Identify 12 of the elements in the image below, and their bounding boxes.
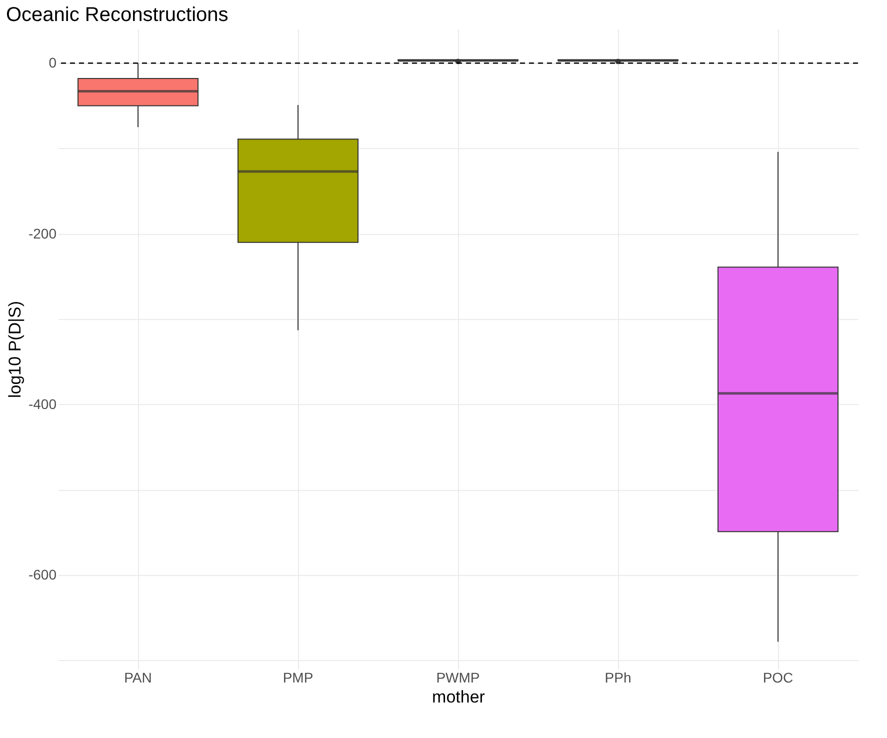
y-axis-title: log10 P(D|S) xyxy=(5,300,24,398)
x-tick-label: PMP xyxy=(282,670,314,686)
y-tick-label: 0 xyxy=(48,54,57,71)
x-axis-title: mother xyxy=(432,688,486,706)
x-tick-label: POC xyxy=(762,670,794,686)
x-tick-label: PAN xyxy=(124,670,152,686)
chart-title: Oceanic Reconstructions xyxy=(6,4,228,26)
x-tick-label: PWMP xyxy=(436,670,480,686)
y-tick-label: -600 xyxy=(28,566,57,583)
y-tick-label: -200 xyxy=(28,225,57,242)
x-tick-label: PPh xyxy=(604,670,632,686)
y-tick-label: -400 xyxy=(28,396,57,412)
